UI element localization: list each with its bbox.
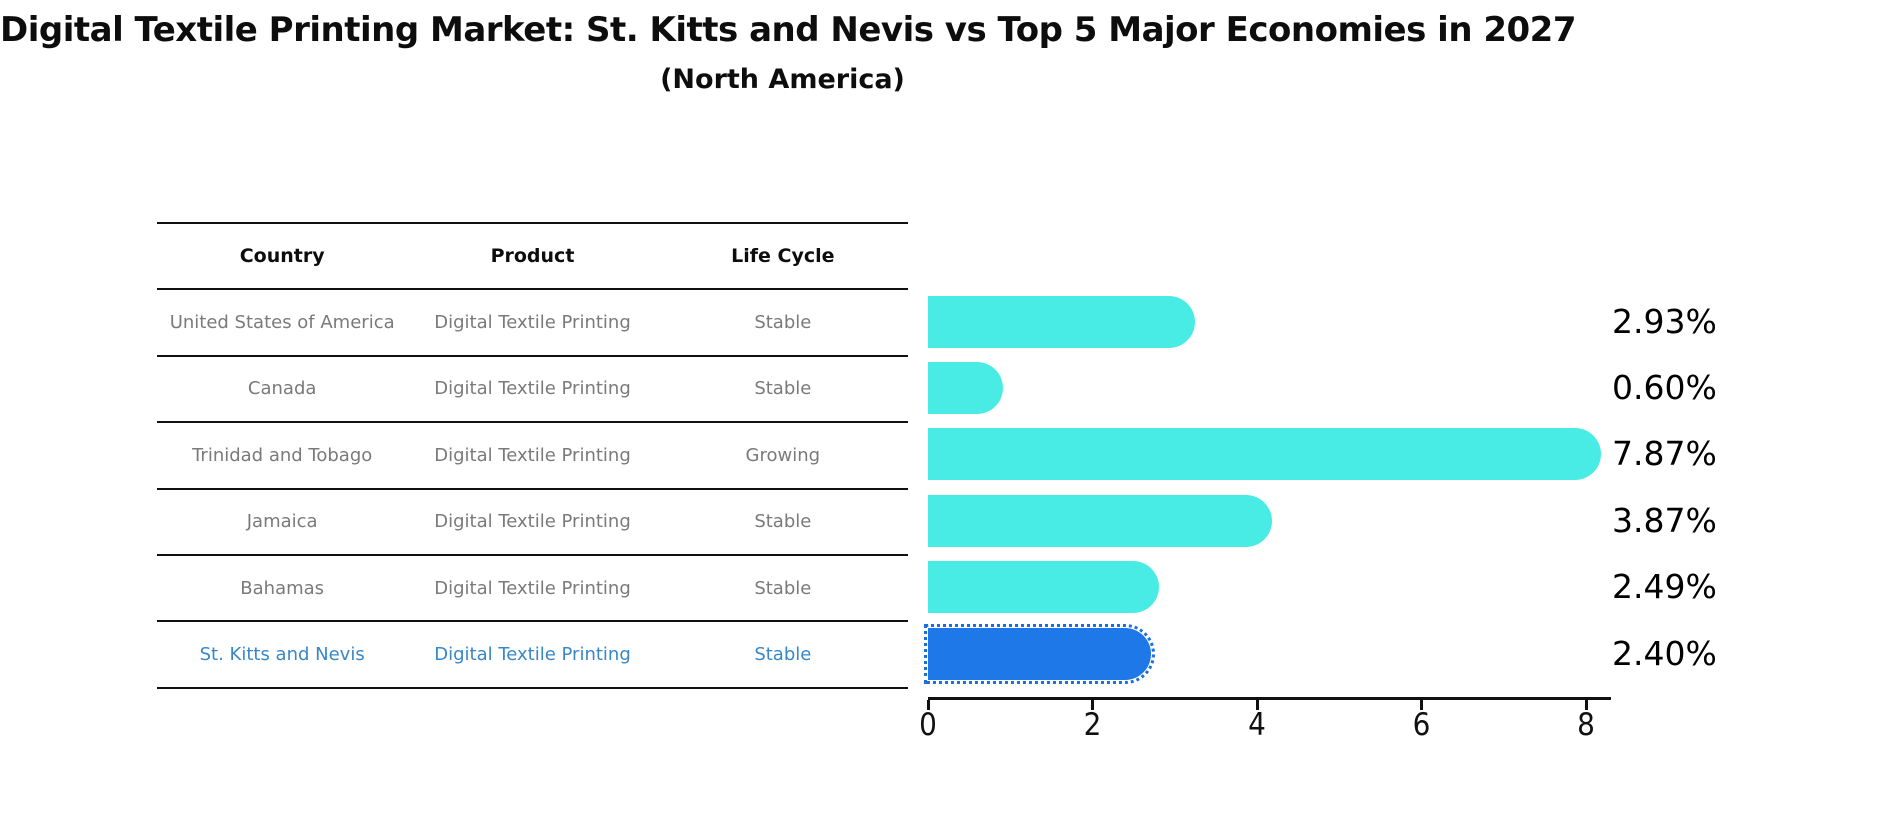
table-row-highlighted: St. Kitts and Nevis Digital Textile Prin…: [157, 620, 908, 686]
x-axis-tick-label: 4: [1248, 707, 1266, 743]
table-row: Canada Digital Textile Printing Stable: [157, 354, 908, 421]
life-cycle-cell: Stable: [754, 644, 812, 666]
x-axis-tick-label: 6: [1412, 707, 1431, 743]
x-axis-tick: [1420, 700, 1423, 710]
table-row: Trinidad and Tobago Digital Textile Prin…: [157, 421, 908, 487]
column-header-country: Country: [239, 245, 325, 268]
value-label: 2.49%: [1612, 567, 1717, 607]
chart-title: Digital Textile Printing Market: St. Kit…: [0, 10, 1577, 50]
x-axis-tick: [926, 700, 930, 710]
country-cell: United States of America: [169, 312, 395, 334]
product-cell: Digital Textile Printing: [434, 312, 631, 334]
column-header-life-cycle: Life Cycle: [731, 245, 835, 268]
life-cycle-cell: Growing: [745, 444, 821, 466]
chart-subtitle: (North America): [660, 64, 905, 95]
bar-st-kitts-and-nevis: [923, 623, 1156, 684]
product-cell: Digital Textile Printing: [434, 378, 631, 400]
table-row: Bahamas Digital Textile Printing Stable: [157, 553, 908, 620]
product-cell: Digital Textile Printing: [434, 511, 631, 533]
table-header-row: Country Product Life Cycle: [157, 222, 908, 288]
life-cycle-cell: Stable: [754, 378, 812, 400]
value-label: 3.87%: [1612, 500, 1717, 540]
x-axis-tick: [1255, 700, 1259, 710]
x-axis-tick: [1584, 700, 1588, 710]
product-cell: Digital Textile Printing: [434, 577, 631, 599]
value-label: 2.93%: [1612, 301, 1717, 341]
country-cell: Canada: [247, 378, 317, 400]
life-cycle-cell: Stable: [754, 577, 812, 599]
bar-jamaica: [928, 494, 1273, 547]
bar-united-states: [928, 295, 1195, 348]
x-axis: [928, 697, 1611, 700]
country-cell: Bahamas: [240, 577, 325, 599]
bar-bahamas: [928, 561, 1159, 614]
value-label: 2.40%: [1612, 633, 1717, 673]
value-label: 7.87%: [1612, 434, 1717, 474]
product-cell: Digital Textile Printing: [434, 644, 631, 666]
bar-canada: [928, 362, 1004, 414]
life-cycle-cell: Stable: [754, 312, 812, 334]
country-cell: Trinidad and Tobago: [192, 444, 373, 466]
country-cell: St. Kitts and Nevis: [199, 644, 365, 666]
x-axis-tick-label: 0: [919, 707, 937, 743]
table-row: United States of America Digital Textile…: [157, 288, 908, 354]
table-row: Jamaica Digital Textile Printing Stable: [157, 487, 908, 554]
bar-trinidad-and-tobago: [928, 428, 1602, 481]
product-cell: Digital Textile Printing: [434, 444, 631, 466]
country-cell: Jamaica: [246, 511, 318, 533]
life-cycle-cell: Stable: [754, 511, 812, 533]
x-axis-tick-label: 2: [1083, 707, 1102, 743]
x-axis-tick-label: 8: [1577, 707, 1595, 743]
country-table: Country Product Life Cycle United States…: [157, 222, 908, 689]
value-label: 0.60%: [1612, 368, 1717, 407]
column-header-product: Product: [490, 245, 575, 268]
x-axis-tick: [1091, 700, 1094, 710]
